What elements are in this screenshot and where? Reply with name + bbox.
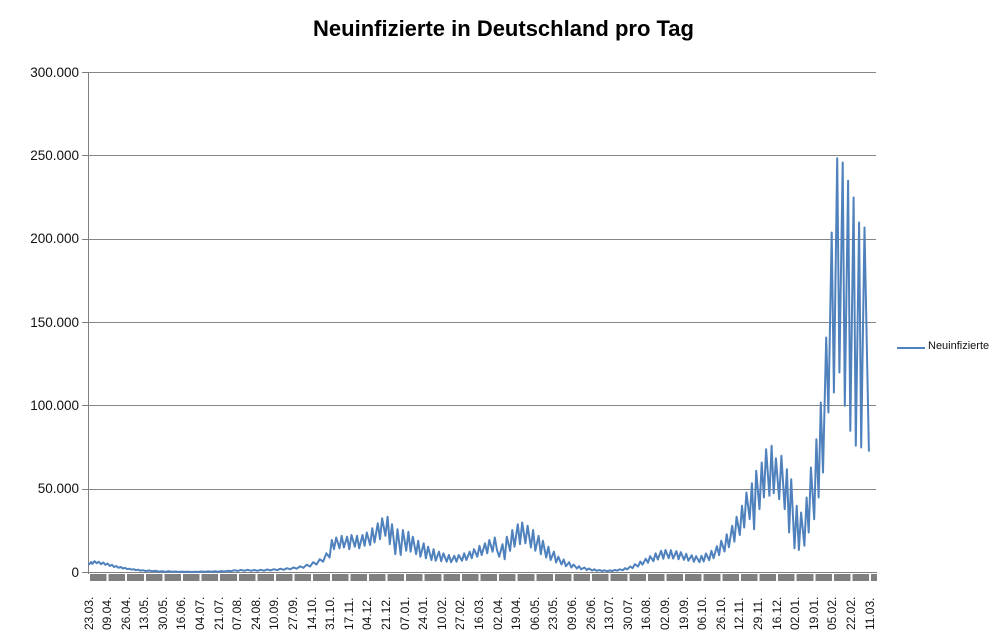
gridline	[89, 238, 876, 240]
gridline	[89, 322, 876, 323]
chart-title: Neuinfizierte in Deutschland pro Tag	[313, 16, 694, 41]
y-axis-tick	[82, 405, 89, 407]
y-axis-tick-label: 0	[71, 564, 79, 580]
series-line-neuinfizierte	[88, 157, 870, 573]
y-axis-tick-label: 200.000	[30, 231, 79, 247]
y-axis-tick-label: 100.000	[30, 397, 79, 413]
y-axis-tick	[82, 238, 89, 240]
y-axis-tick	[82, 155, 89, 157]
legend-line-sample	[897, 347, 925, 349]
x-axis-line	[82, 572, 877, 573]
x-axis-tick-band	[88, 574, 877, 581]
gridline	[89, 488, 876, 490]
y-axis-tick-label: 250.000	[30, 147, 79, 163]
y-axis-line	[88, 72, 89, 581]
gridline	[89, 405, 876, 407]
y-axis-tick-label: 300.000	[30, 64, 79, 80]
y-axis-tick	[82, 72, 89, 73]
legend-label: Neuinfizierte	[928, 340, 990, 352]
y-axis-tick-label: 50.000	[37, 481, 79, 497]
y-axis-tick-label: 150.000	[30, 314, 79, 330]
y-axis-tick	[82, 322, 89, 323]
y-axis-tick	[82, 488, 89, 490]
gridline	[89, 72, 876, 73]
gridline	[89, 155, 876, 157]
